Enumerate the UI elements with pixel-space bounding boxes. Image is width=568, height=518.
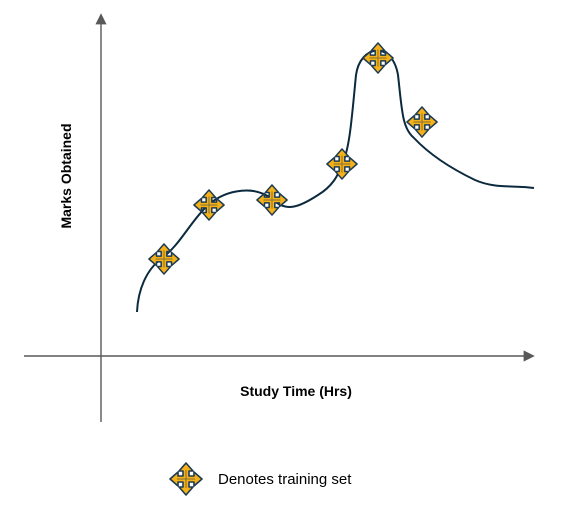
x-axis-label: Study Time (Hrs): [240, 383, 352, 399]
training-point-marker: [148, 243, 180, 275]
legend: Denotes training set: [169, 462, 352, 496]
training-point-marker: [326, 148, 358, 180]
training-point-marker: [362, 42, 394, 74]
training-point-marker: [406, 106, 438, 138]
legend-text: Denotes training set: [218, 471, 352, 488]
y-axis-label: Marks Obtained: [58, 123, 74, 228]
legend-marker-icon: [169, 462, 203, 496]
overfit-curve: [136, 49, 535, 313]
training-point-marker: [256, 184, 288, 216]
